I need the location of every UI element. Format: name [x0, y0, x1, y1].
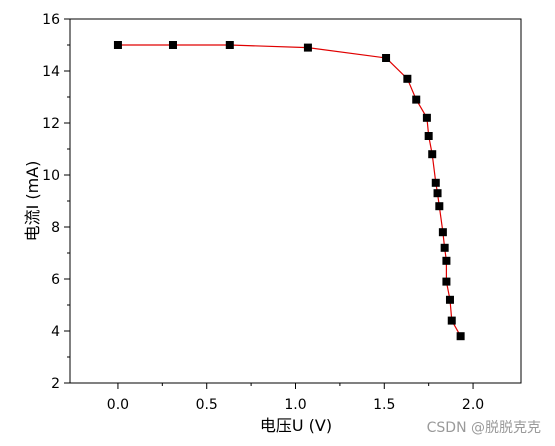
x-tick-label: 0.5 — [196, 397, 218, 413]
series-line — [117, 44, 462, 337]
x-axis-title: 电压U (V) — [260, 416, 332, 435]
y-tick-label: 16 — [42, 12, 60, 28]
y-tick-label: 14 — [42, 64, 60, 80]
tick-labels: 0.0 0.5 1.0 1.5 2.0 2 4 6 8 10 12 14 16 — [42, 12, 484, 413]
data-point — [403, 74, 412, 83]
data-point — [303, 43, 312, 52]
data-point — [440, 243, 449, 252]
data-point — [428, 150, 437, 159]
data-point — [422, 113, 431, 122]
data-point — [113, 41, 122, 49]
data-markers — [113, 41, 465, 341]
y-tick-label: 6 — [51, 272, 60, 288]
watermark: CSDN @脱脱克克 — [427, 420, 541, 436]
data-point — [435, 202, 444, 211]
data-point — [431, 178, 440, 187]
x-tick-label: 0.0 — [107, 397, 129, 413]
data-point — [438, 228, 447, 237]
x-tick-label: 2.0 — [462, 397, 484, 413]
ticks — [64, 18, 474, 389]
data-point — [424, 132, 433, 140]
data-point — [433, 189, 442, 198]
data-point — [168, 41, 177, 49]
y-axis-title: 电流I (mA) — [23, 161, 42, 242]
data-point — [442, 256, 451, 265]
x-tick-label: 1.0 — [284, 397, 306, 413]
data-point — [225, 41, 234, 49]
x-tick-label: 1.5 — [373, 397, 395, 413]
data-point — [382, 54, 391, 62]
y-tick-label: 8 — [51, 220, 60, 236]
data-point — [456, 332, 465, 341]
y-tick-label: 10 — [42, 168, 60, 184]
y-tick-label: 12 — [42, 116, 60, 132]
data-point — [447, 316, 456, 325]
data-point — [442, 277, 451, 286]
plot-frame — [69, 18, 522, 384]
y-tick-label: 2 — [51, 376, 60, 392]
data-point — [412, 95, 421, 104]
data-point — [445, 295, 454, 304]
y-tick-label: 4 — [51, 324, 60, 340]
